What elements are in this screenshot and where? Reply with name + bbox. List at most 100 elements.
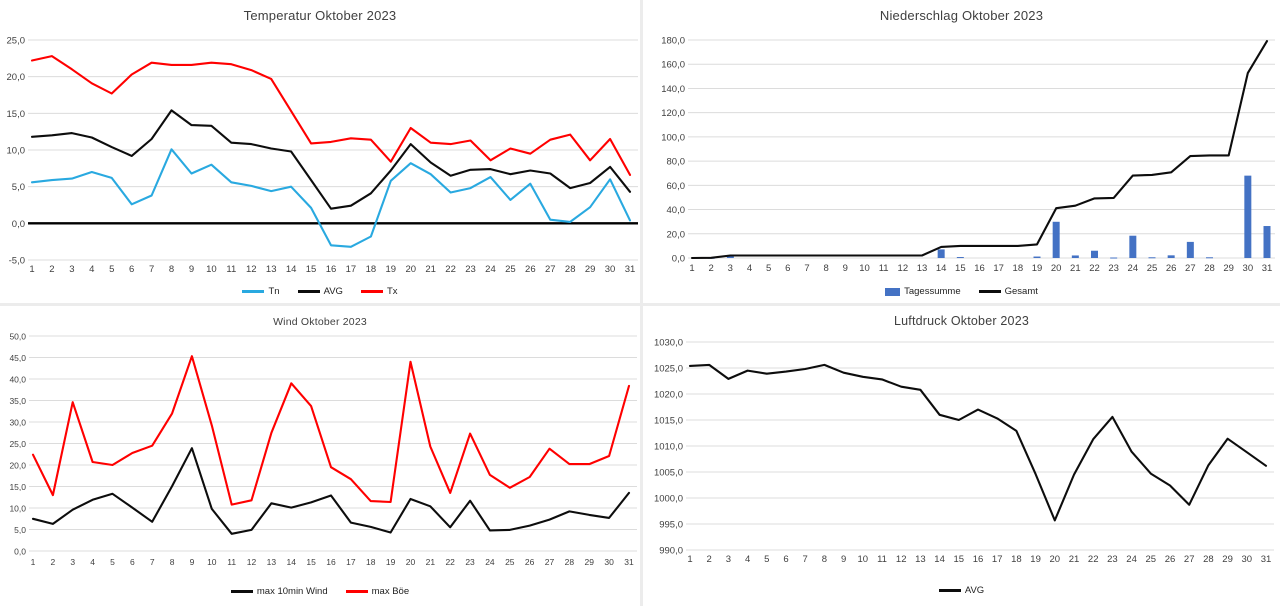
legend-item-Gesamt: Gesamt [978, 286, 1038, 297]
x-tick-label: 16 [974, 263, 985, 274]
x-tick-label: 20 [406, 557, 416, 567]
y-tick-label: 25,0 [9, 439, 26, 449]
bar-Tagessumme [726, 255, 734, 258]
x-tick-label: 30 [604, 557, 614, 567]
chart-title-niederschlag: Niederschlag Oktober 2023 [879, 8, 1044, 23]
bar-Tagessumme [937, 249, 945, 258]
bar-Tagessumme [1148, 257, 1156, 259]
chart-title-luftdruck: Luftdruck Oktober 2023 [893, 314, 1030, 328]
x-tick-label: 1 [31, 557, 36, 567]
bar-Tagessumme [956, 257, 964, 259]
legend-label: Gesamt [1004, 286, 1038, 297]
legend-item-AVG: AVG [938, 585, 985, 596]
x-tick-label: 1 [29, 264, 34, 275]
x-tick-label: 2 [50, 557, 55, 567]
line-AVG [30, 109, 632, 210]
legend-line-swatch [297, 290, 320, 293]
legend-bar-swatch [885, 287, 901, 296]
chart-title-wind: Wind Oktober 2023 [273, 316, 367, 328]
x-tick-label: 12 [898, 263, 909, 274]
x-tick-label: 15 [306, 557, 316, 567]
x-tick-label: 10 [206, 264, 217, 275]
x-tick-label: 4 [90, 557, 95, 567]
y-tick-label: 1030,0 [654, 338, 683, 349]
x-tick-label: 14 [936, 263, 947, 274]
legend-item-Tn: Tn [242, 286, 280, 297]
x-tick-label: 22 [1088, 554, 1099, 565]
x-tick-label: 2 [707, 554, 712, 565]
x-tick-label: 18 [366, 557, 376, 567]
x-tick-label: 4 [747, 263, 752, 274]
bar-Tagessumme [1167, 255, 1175, 258]
x-tick-label: 25 [505, 557, 515, 567]
x-tick-label: 24 [485, 264, 496, 275]
x-tick-label: 12 [246, 264, 257, 275]
x-tick-label: 17 [346, 264, 357, 275]
x-tick-label: 7 [149, 264, 154, 275]
luftdruck-plot: 1030,0 1025,0 1020,0 1015,0 1010,0 1005,0 1000… [654, 338, 1274, 565]
x-tick-label: 7 [150, 557, 155, 567]
luftdruck-legend: AVG [643, 585, 1280, 596]
y-tick-label: 15,0 [9, 482, 26, 492]
x-tick-label: 12 [896, 554, 907, 565]
y-tick-label: 40,0 [9, 375, 26, 385]
x-tick-label: 29 [1223, 263, 1234, 274]
x-tick-label: 8 [169, 264, 174, 275]
y-tick-label: 60,0 [667, 181, 686, 192]
x-tick-label: 7 [804, 263, 809, 274]
x-tick-label: 6 [130, 557, 135, 567]
x-tick-label: 9 [189, 264, 194, 275]
y-tick-label: 0,0 [12, 219, 25, 230]
legend-label: Tx [386, 286, 398, 297]
x-tick-label: 26 [525, 557, 535, 567]
x-tick-label: 6 [785, 263, 790, 274]
x-tick-label: 15 [955, 263, 966, 274]
x-tick-label: 29 [585, 557, 595, 567]
x-tick-label: 6 [129, 264, 134, 275]
x-tick-label: 12 [247, 557, 257, 567]
x-tick-label: 8 [822, 554, 827, 565]
x-tick-label: 21 [1069, 554, 1080, 565]
x-tick-label: 6 [783, 554, 788, 565]
x-tick-label: 8 [824, 263, 829, 274]
legend-label: AVG [964, 585, 985, 596]
x-tick-label: 23 [1108, 263, 1119, 274]
y-tick-label: 5,0 [14, 525, 26, 535]
bar-Tagessumme [1091, 250, 1098, 258]
y-tick-label: 10,0 [7, 146, 26, 157]
line-Tn [30, 148, 632, 248]
x-tick-label: 17 [992, 554, 1003, 565]
legend-line-swatch [978, 290, 1001, 293]
y-tick-label: 30,0 [9, 418, 26, 428]
x-tick-label: 31 [624, 557, 634, 567]
legend-line-swatch [938, 589, 961, 592]
x-tick-label: 26 [1165, 554, 1176, 565]
y-tick-label: 180,0 [661, 36, 685, 47]
chart-cell-luftdruck: Luftdruck Oktober 2023 1030,0 1025,0 1020,… [640, 303, 1280, 606]
x-tick-label: 5 [109, 264, 114, 275]
x-tick-label: 23 [465, 264, 476, 275]
x-tick-label: 27 [1185, 263, 1196, 274]
x-tick-label: 27 [545, 264, 556, 275]
x-tick-label: 21 [426, 557, 436, 567]
x-tick-label: 3 [728, 263, 733, 274]
y-tick-label: 35,0 [9, 396, 26, 406]
x-tick-label: 21 [425, 264, 436, 275]
y-tick-label: 990,0 [659, 546, 683, 557]
x-tick-label: 22 [445, 557, 455, 567]
x-tick-label: 30 [605, 264, 616, 275]
x-tick-label: 27 [1184, 554, 1195, 565]
x-tick-label: 29 [1222, 554, 1233, 565]
bar-Tagessumme [1110, 257, 1118, 259]
x-tick-label: 13 [266, 264, 277, 275]
x-tick-label: 13 [915, 554, 926, 565]
x-tick-label: 13 [267, 557, 277, 567]
x-tick-label: 17 [346, 557, 356, 567]
x-tick-label: 11 [226, 264, 236, 275]
x-tick-label: 15 [954, 554, 965, 565]
x-tick-label: 24 [1128, 263, 1139, 274]
bar-Tagessumme [1186, 241, 1194, 258]
bar-Tagessumme [1206, 257, 1213, 259]
temperatur-legend: Tn AVG Tx [0, 286, 640, 297]
